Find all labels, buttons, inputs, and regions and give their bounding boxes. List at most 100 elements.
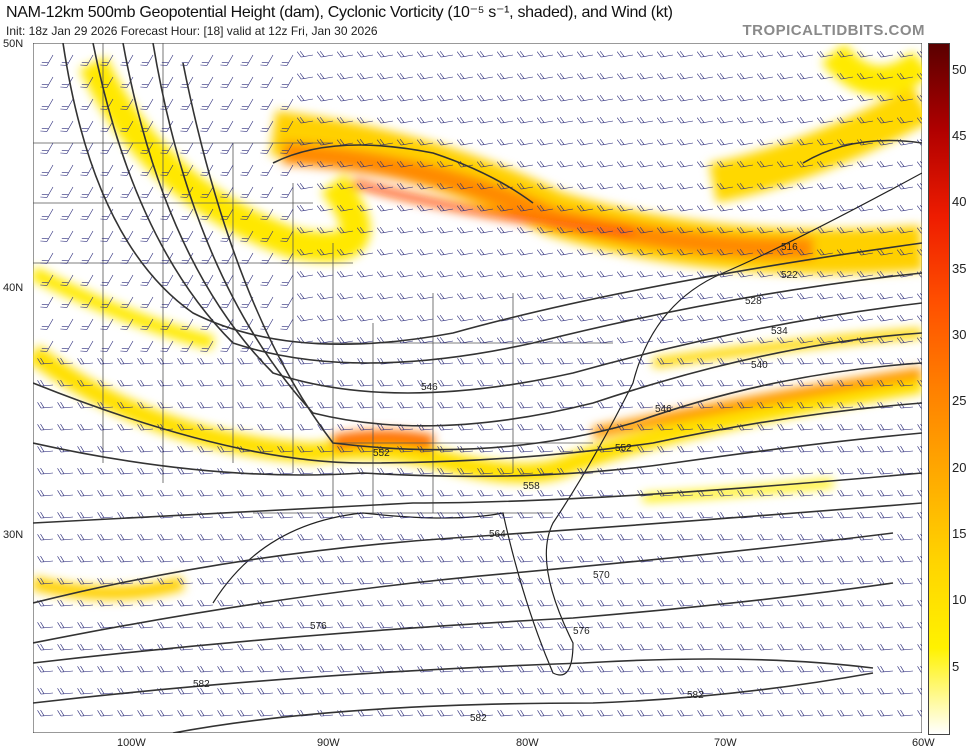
wind-barb	[577, 709, 594, 717]
wind-barb	[220, 252, 234, 264]
wind-barb	[80, 252, 94, 264]
wind-barb	[357, 445, 374, 453]
wind-barb	[676, 182, 694, 190]
wind-barb	[717, 467, 734, 475]
wind-barb	[697, 511, 714, 519]
wind-barb	[177, 709, 194, 717]
wind-barb	[117, 709, 134, 717]
wind-barb	[737, 599, 754, 607]
wind-barb	[736, 182, 754, 190]
wind-barb	[796, 50, 814, 58]
wind-barb	[916, 160, 922, 168]
wind-barb	[240, 186, 254, 198]
wind-barb	[220, 120, 234, 132]
wind-barb	[596, 270, 614, 278]
wind-barb	[456, 50, 474, 58]
wind-barb	[317, 533, 334, 541]
wind-barb	[777, 423, 794, 431]
wind-barb	[77, 577, 94, 585]
wind-barb	[877, 665, 894, 673]
wind-barb	[297, 599, 314, 607]
wind-barb	[916, 50, 922, 58]
wind-barb	[97, 709, 114, 717]
lat-label: 50N	[3, 38, 24, 50]
wind-barb	[97, 533, 114, 541]
wind-barb	[476, 182, 494, 190]
colorbar-tick: 10	[952, 592, 967, 608]
wind-barb	[756, 182, 774, 190]
wind-barb	[676, 314, 694, 322]
wind-barb	[296, 182, 314, 190]
wind-barb	[536, 314, 554, 322]
wind-barb	[677, 511, 694, 519]
wind-barb	[557, 577, 574, 585]
wind-barb	[817, 511, 834, 519]
wind-barb	[100, 208, 114, 220]
wind-barb	[437, 621, 454, 629]
wind-barb	[477, 709, 494, 717]
wind-barb	[876, 50, 894, 58]
wind-barb	[157, 709, 174, 717]
wind-barb	[577, 555, 594, 563]
wind-barb	[857, 445, 874, 453]
wind-barb	[117, 445, 134, 453]
wind-barb	[617, 511, 634, 519]
wind-barb	[197, 665, 214, 673]
wind-barb	[180, 120, 194, 132]
wind-barb	[856, 182, 874, 190]
wind-barb	[837, 687, 854, 695]
wind-barb	[396, 116, 414, 124]
wind-barb	[97, 357, 114, 365]
wind-barb	[676, 72, 694, 80]
wind-barb	[656, 72, 674, 80]
wind-barb	[476, 94, 494, 102]
wind-barb	[496, 248, 514, 256]
wind-barb	[616, 204, 634, 212]
wind-barb	[757, 599, 774, 607]
wind-barb	[416, 270, 434, 278]
wind-barb	[616, 50, 634, 58]
wind-barb	[696, 314, 714, 322]
wind-barb	[137, 709, 154, 717]
wind-barb	[777, 533, 794, 541]
wind-barb	[896, 248, 914, 256]
wind-barb	[877, 599, 894, 607]
wind-barb	[117, 665, 134, 673]
wind-barb	[280, 186, 294, 198]
wind-barb	[517, 357, 534, 365]
wind-barb	[916, 226, 922, 234]
wind-barb	[757, 357, 774, 365]
wind-barb	[97, 599, 114, 607]
wind-barb	[37, 621, 54, 629]
wind-barb	[157, 555, 174, 563]
wind-barb	[516, 50, 534, 58]
wind-barb	[137, 401, 154, 409]
wind-barb	[436, 50, 454, 58]
wind-barb	[496, 50, 514, 58]
wind-barb	[716, 94, 734, 102]
wind-barb	[617, 621, 634, 629]
wind-barb	[60, 230, 74, 242]
wind-barb	[797, 489, 814, 497]
wind-barb	[736, 138, 754, 146]
wind-barb	[536, 336, 554, 344]
contour-label: 564	[489, 529, 506, 540]
wind-barb	[697, 687, 714, 695]
wind-barb	[717, 599, 734, 607]
wind-barb	[257, 489, 274, 497]
wind-barb	[796, 248, 814, 256]
wind-barb	[100, 340, 114, 352]
wind-barb	[757, 709, 774, 717]
wind-barb	[757, 489, 774, 497]
wind-barb	[57, 467, 74, 475]
wind-barb	[557, 511, 574, 519]
wind-barb	[217, 599, 234, 607]
wind-barb	[200, 120, 214, 132]
wind-barb	[200, 164, 214, 176]
wind-barb	[837, 445, 854, 453]
wind-barb	[120, 120, 134, 132]
wind-barb	[437, 709, 454, 717]
wind-barb	[316, 248, 334, 256]
wind-barb	[876, 72, 894, 80]
wind-barb	[477, 643, 494, 651]
